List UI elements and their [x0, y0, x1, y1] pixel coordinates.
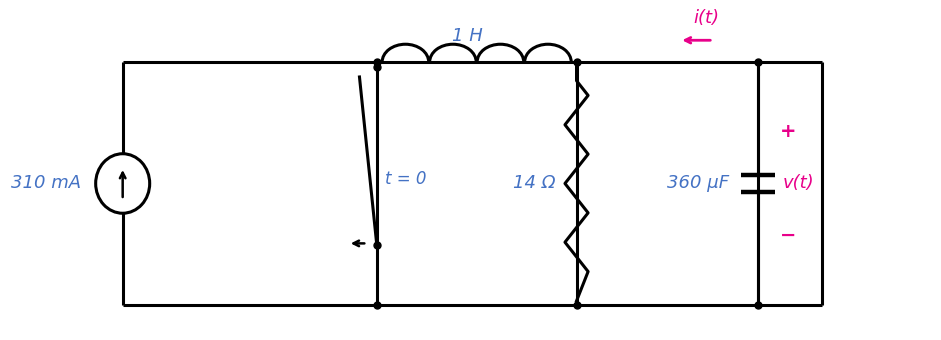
Text: v(t): v(t) — [783, 174, 815, 192]
Text: 1 H: 1 H — [452, 27, 483, 45]
Text: −: − — [780, 225, 797, 244]
Text: 310 mA: 310 mA — [11, 174, 81, 192]
Ellipse shape — [96, 154, 150, 213]
Text: 360 μF: 360 μF — [667, 174, 729, 192]
Text: t = 0: t = 0 — [385, 170, 426, 188]
Text: +: + — [780, 122, 797, 141]
Text: 14 Ω: 14 Ω — [513, 174, 555, 192]
Text: i(t): i(t) — [693, 10, 719, 28]
